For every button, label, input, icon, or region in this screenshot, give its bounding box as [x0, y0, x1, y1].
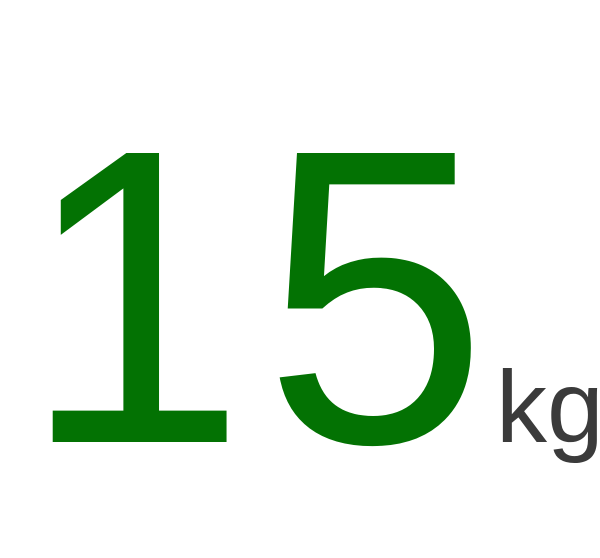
- weight-value: 15: [22, 63, 506, 532]
- weight-unit: kg: [496, 350, 600, 464]
